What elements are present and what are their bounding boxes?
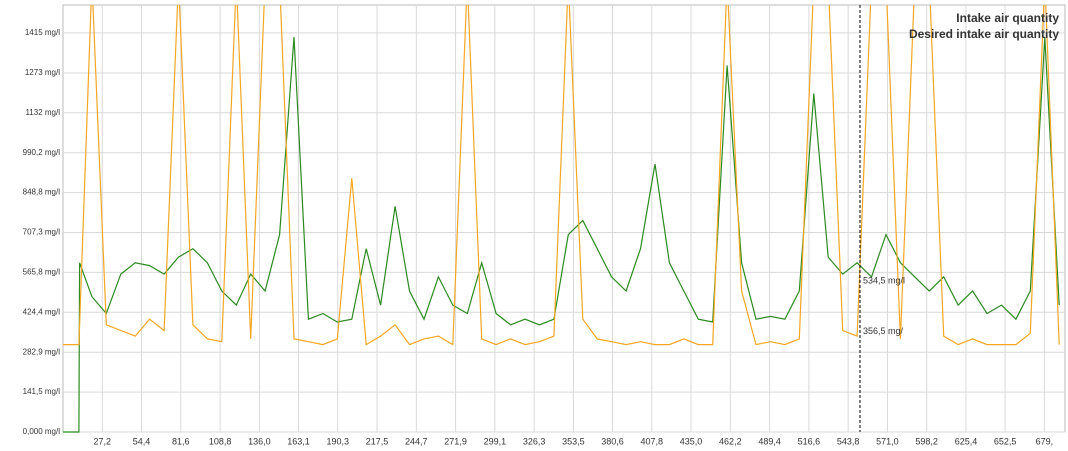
x-tick-label: 54,4 [133, 436, 151, 446]
y-tick-label: 0,000 mg/l [23, 427, 61, 436]
grid [63, 5, 1065, 433]
x-tick-label: 380,6 [601, 436, 624, 446]
x-tick-label: 190,3 [326, 436, 349, 446]
x-tick-label: 598,2 [915, 436, 938, 446]
x-tick-label: 679, [1036, 436, 1054, 446]
x-tick-label: 81,6 [172, 436, 190, 446]
x-tick-label: 353,5 [562, 436, 585, 446]
lines [63, 5, 1060, 433]
x-tick-label: 516,6 [798, 436, 821, 446]
y-tick-label: 1273 mg/l [25, 68, 60, 77]
y-tick-label: 848,8 mg/l [23, 188, 61, 197]
x-tick-label: 136,0 [248, 436, 271, 446]
y-tick-label: 1415 mg/l [25, 28, 60, 37]
x-tick-label: 217,5 [366, 436, 389, 446]
cursor-label: 356,5 mg/ [863, 326, 904, 336]
series-line [63, 5, 1060, 346]
x-tick-label: 163,1 [287, 436, 310, 446]
y-tick-label: 424,4 mg/l [23, 307, 61, 316]
y-tick-label: 565,8 mg/l [23, 268, 61, 277]
x-tick-label: 543,8 [837, 436, 860, 446]
plot-area [62, 4, 1066, 433]
cursor-label: 534,5 mg/l [863, 276, 905, 286]
legend-entry: Intake air quantity [956, 11, 1059, 25]
x-tick-label: 27,2 [94, 436, 112, 446]
x-tick-label: 108,8 [209, 436, 232, 446]
y-tick-label: 282,9 mg/l [23, 347, 61, 356]
x-tick-label: 625,4 [955, 436, 978, 446]
x-tick-label: 571,0 [876, 436, 899, 446]
x-tick-label: 244,7 [405, 436, 428, 446]
legend-entry: Desired intake air quantity [909, 27, 1059, 41]
labels: 0,000 mg/l 141,5 mg/l 282,9 mg/l 424,4 mg/l… [23, 11, 1060, 446]
y-tick-label: 141,5 mg/l [23, 387, 61, 396]
x-tick-label: 462,2 [719, 436, 742, 446]
x-tick-label: 489,4 [758, 436, 781, 446]
y-tick-label: 1132 mg/l [25, 108, 60, 117]
x-tick-label: 652,5 [994, 436, 1017, 446]
series-line [63, 37, 1060, 433]
x-tick-label: 326,3 [523, 436, 546, 446]
y-tick-label: 990,2 mg/l [23, 148, 61, 157]
x-tick-label: 407,8 [641, 436, 664, 446]
x-tick-label: 271,9 [444, 436, 467, 446]
x-tick-label: 435,0 [680, 436, 703, 446]
y-tick-label: 707,3 mg/l [23, 228, 61, 237]
x-tick-label: 299,1 [484, 436, 507, 446]
